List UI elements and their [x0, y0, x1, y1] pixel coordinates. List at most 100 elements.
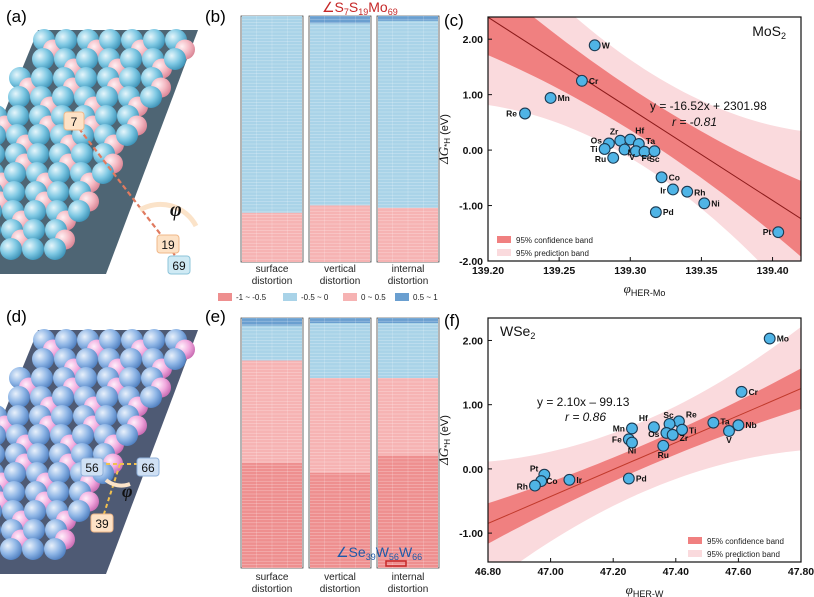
legend-swatch [343, 293, 357, 301]
data-point-re [519, 107, 531, 120]
legend-swatch-confidence [497, 236, 511, 243]
metal-atom [3, 481, 25, 503]
y-tick-label: 0.00 [463, 464, 484, 476]
metal-atom [68, 200, 90, 222]
metal-atom [23, 519, 45, 541]
plot-area [488, 318, 801, 562]
metal-atom [99, 329, 121, 351]
metal-atom [48, 462, 70, 484]
fit-line [488, 388, 801, 524]
data-point-pd [622, 472, 635, 485]
metal-atom [0, 238, 22, 260]
x-tick-label: 47.40 [663, 566, 689, 578]
metal-atom [24, 500, 46, 522]
heatmap-band [378, 207, 438, 262]
x-tick-label: 47.60 [725, 566, 751, 578]
data-point-ru [657, 439, 670, 452]
atom-index-7: 7 [71, 115, 78, 129]
column-label: distortion [252, 584, 293, 595]
atom-index-badge [90, 513, 114, 533]
chart-title: WSe2 [500, 323, 535, 341]
atom-index-badge [167, 255, 191, 275]
metal-atom [31, 367, 53, 389]
heatmap-band [378, 455, 438, 568]
y-tick-label: 1.00 [463, 400, 484, 412]
metal-atom [8, 386, 30, 408]
point-label-fe: Fe [642, 153, 652, 163]
heatmap-band [310, 323, 370, 378]
heatmap-band [310, 318, 370, 323]
point-label-ni: Ni [628, 446, 637, 456]
data-point-mo [763, 332, 776, 345]
metal-atom [164, 348, 186, 370]
structure-d-annotations: φ 56 66 39 [80, 457, 160, 533]
column-label: vertical [324, 264, 356, 275]
column-label: distortion [320, 276, 361, 287]
column-label: distortion [388, 584, 429, 595]
heatmap-band [378, 323, 438, 378]
atom-index-19: 19 [161, 238, 175, 252]
x-tick-label: 139.30 [614, 265, 646, 277]
metal-atom [116, 424, 138, 446]
heatmap-band [378, 20, 438, 208]
scatter-plot-wse2: 46.80 47.00 47.20 47.40 47.60 47.80 -1.00 0.00 1… [436, 317, 814, 597]
heatmap-b-column-labels: surface distortion vertical distortion i… [252, 264, 429, 287]
metal-atom [8, 86, 30, 108]
atom-index-badge [156, 234, 180, 254]
legend-swatch [395, 293, 409, 301]
chart-title: MoS2 [752, 23, 786, 41]
metal-atom [51, 405, 73, 427]
legend-label: -0.5 ~ 0 [301, 293, 329, 302]
heatmap-band [310, 16, 370, 24]
angle-arm-line [101, 463, 121, 521]
panel-label-b: (b) [205, 7, 226, 26]
heatmap-b [240, 15, 440, 263]
legend-label: 0 ~ 0.5 [361, 293, 386, 302]
y-tick-label: 2.00 [463, 335, 484, 347]
mos2-structure-model [0, 29, 198, 274]
metal-atom [0, 125, 6, 145]
x-axis-label: φHER-W [626, 582, 664, 597]
heatmap-band [242, 463, 302, 568]
metal-atom [75, 367, 97, 389]
x-tick-label: 139.40 [756, 265, 788, 277]
metal-atom [27, 443, 49, 465]
metal-atom [52, 86, 74, 108]
legend-label: 0.5 ~ 1 [413, 293, 438, 302]
point-label-fe: Fe [612, 434, 622, 444]
metal-atom [4, 162, 26, 184]
metal-atom [23, 219, 45, 241]
point-label-pt: Pt [763, 227, 772, 237]
legend-swatch-confidence [688, 537, 702, 544]
y-tick-label: -1.00 [459, 201, 483, 213]
column-label: distortion [388, 276, 429, 287]
atom-index-badge [136, 457, 160, 477]
metal-atom [116, 124, 138, 146]
metal-atom [164, 48, 186, 70]
column-label: internal [392, 572, 425, 583]
metal-atom [0, 144, 5, 164]
atom-index-badge [80, 457, 104, 477]
metal-atom [0, 425, 6, 445]
point-label-ti: Ti [689, 426, 696, 436]
column-label: surface [256, 264, 289, 275]
metal-atom [119, 367, 141, 389]
atom-index-66: 66 [141, 461, 155, 475]
point-label-ru: Ru [658, 450, 669, 460]
data-point-sc [648, 145, 661, 158]
legend-swatch-prediction [497, 249, 511, 256]
heatmap-band [378, 318, 438, 323]
metal-atom [4, 462, 26, 484]
metal-atom [143, 329, 165, 351]
data-point-ru [607, 151, 620, 164]
data-point-rh [528, 479, 541, 492]
x-tick-label: 47.00 [537, 566, 563, 578]
scatter-plot-mos2: 139.20 139.25 139.30 139.35 139.40 -2.00 -1.00… [436, 16, 802, 298]
column-label: distortion [320, 584, 361, 595]
panel-label-c: (c) [444, 11, 464, 30]
x-tick-label: 46.80 [475, 566, 501, 578]
point-label-rh: Rh [694, 188, 705, 198]
legend-swatch-prediction [688, 550, 702, 557]
metal-atom [92, 162, 114, 184]
y-tick-label: -2.00 [459, 256, 483, 268]
